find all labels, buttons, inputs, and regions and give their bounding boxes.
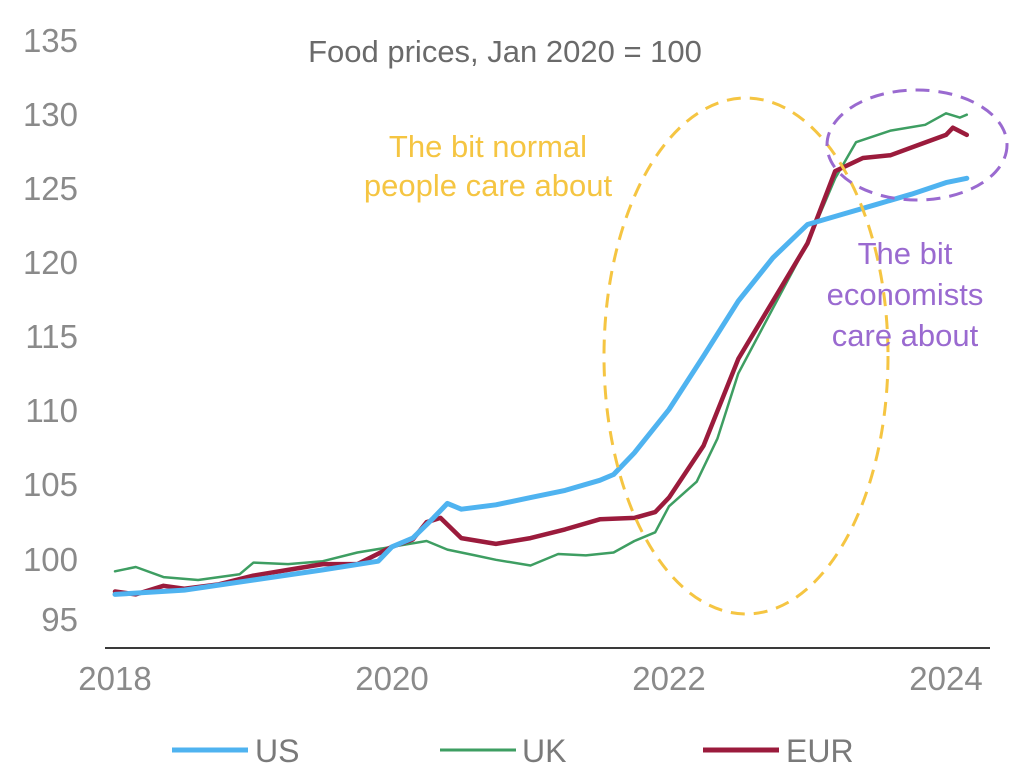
annotation-normal-people: The bit normal people care about [364, 129, 613, 203]
legend-label-us: US [255, 733, 299, 769]
annotation-line: The bit [858, 236, 953, 271]
legend-label-eur: EUR [786, 733, 854, 769]
y-tick-label: 105 [23, 466, 78, 503]
legend-item-eur: EUR [703, 733, 854, 769]
y-axis: 95 100 105 110 115 120 125 130 135 [23, 22, 78, 638]
y-tick-label: 135 [23, 22, 78, 59]
x-tick-label: 2020 [355, 660, 428, 697]
x-tick-label: 2022 [632, 660, 705, 697]
series-layer [112, 112, 970, 597]
legend-label-uk: UK [522, 733, 566, 769]
y-tick-label: 125 [23, 170, 78, 207]
y-tick-label: 120 [23, 244, 78, 281]
annotation-line: economists [827, 277, 984, 312]
x-tick-label: 2024 [909, 660, 982, 697]
y-tick-label: 115 [25, 318, 78, 355]
x-axis: 2018 2020 2022 2024 [78, 660, 982, 697]
series-line-us [112, 175, 970, 597]
annotation-economists: The bit economists care about [827, 236, 984, 353]
annotation-ellipse-economists [825, 88, 1009, 202]
y-tick-label: 100 [23, 541, 78, 578]
series-line-uk [113, 112, 969, 582]
annotation-ellipse-normal-people [602, 96, 890, 616]
x-tick-label: 2018 [78, 660, 151, 697]
y-tick-label: 95 [41, 601, 78, 638]
legend-item-uk: UK [440, 733, 566, 769]
annotation-line: people care about [364, 168, 613, 203]
y-tick-label: 130 [23, 96, 78, 133]
y-tick-label: 110 [25, 392, 78, 429]
legend-item-us: US [172, 733, 299, 769]
annotation-line: care about [832, 318, 979, 353]
series-line-eur [112, 125, 970, 597]
annotation-line: The bit normal [389, 129, 587, 164]
legend: US UK EUR [172, 733, 854, 769]
chart-title: Food prices, Jan 2020 = 100 [308, 34, 702, 69]
